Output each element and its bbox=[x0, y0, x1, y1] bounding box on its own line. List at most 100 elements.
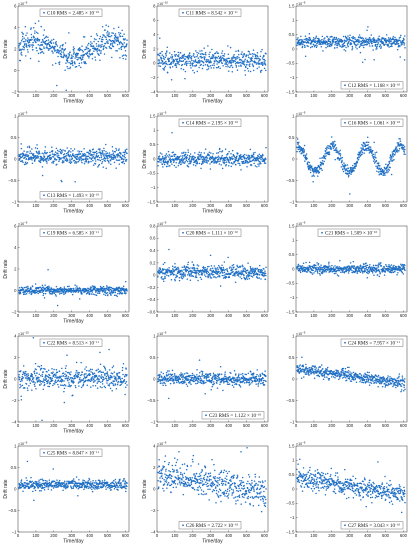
x-tick-label: 0 bbox=[295, 203, 298, 208]
data-point bbox=[28, 45, 31, 48]
data-point bbox=[346, 266, 349, 269]
data-point bbox=[391, 42, 394, 44]
data-point bbox=[229, 159, 232, 161]
data-point bbox=[110, 47, 113, 50]
data-point bbox=[329, 270, 332, 273]
data-point bbox=[388, 40, 390, 43]
data-point bbox=[48, 287, 50, 289]
data-point bbox=[46, 46, 48, 49]
data-point bbox=[325, 149, 328, 151]
data-point bbox=[95, 150, 98, 153]
data-point bbox=[178, 155, 181, 158]
data-point bbox=[297, 148, 300, 151]
data-point bbox=[197, 57, 200, 59]
data-point bbox=[92, 45, 95, 47]
data-point bbox=[297, 268, 299, 270]
x-tick-label: 600 bbox=[261, 313, 269, 318]
data-point bbox=[361, 272, 364, 274]
data-point bbox=[216, 57, 219, 59]
data-point bbox=[184, 160, 186, 163]
data-point bbox=[207, 276, 209, 279]
data-point bbox=[212, 270, 215, 272]
data-point bbox=[181, 159, 184, 161]
data-point bbox=[114, 33, 117, 35]
y-tick-label: −0.5 bbox=[286, 281, 295, 286]
data-point bbox=[109, 286, 111, 289]
y-axis-label: Drift rate bbox=[3, 259, 9, 278]
data-point bbox=[61, 180, 63, 183]
data-point bbox=[220, 59, 223, 62]
data-point bbox=[195, 50, 197, 52]
data-point bbox=[304, 160, 306, 162]
data-point bbox=[87, 290, 90, 292]
data-point bbox=[123, 153, 126, 156]
data-point bbox=[235, 163, 237, 166]
data-point bbox=[76, 158, 79, 160]
data-point bbox=[359, 271, 362, 274]
data-point bbox=[322, 268, 325, 271]
data-point bbox=[234, 273, 236, 275]
data-point bbox=[66, 285, 69, 288]
data-point bbox=[186, 269, 189, 272]
data-point bbox=[238, 158, 240, 161]
x-tick-label: 100 bbox=[171, 313, 179, 318]
data-point bbox=[51, 162, 53, 164]
data-point bbox=[73, 159, 76, 162]
data-point bbox=[365, 262, 367, 264]
data-point bbox=[24, 156, 26, 158]
data-point bbox=[191, 59, 193, 62]
data-point bbox=[332, 141, 335, 143]
y-tick-label: 0.5 bbox=[289, 32, 295, 37]
data-point bbox=[207, 271, 210, 274]
data-point bbox=[388, 162, 391, 164]
data-point bbox=[25, 154, 27, 157]
data-point bbox=[25, 153, 27, 156]
data-point bbox=[256, 67, 258, 70]
data-point bbox=[73, 162, 76, 164]
data-point bbox=[358, 46, 361, 49]
data-point bbox=[91, 52, 94, 55]
data-point bbox=[241, 51, 243, 53]
data-point bbox=[20, 51, 23, 54]
data-point bbox=[195, 273, 197, 275]
data-point bbox=[352, 260, 355, 263]
data-point bbox=[250, 53, 252, 55]
data-point bbox=[233, 162, 235, 164]
data-point bbox=[240, 156, 243, 158]
data-point bbox=[198, 151, 201, 154]
data-point bbox=[296, 38, 298, 41]
data-point bbox=[23, 37, 25, 39]
data-point bbox=[223, 274, 225, 277]
data-point bbox=[52, 52, 54, 54]
data-point bbox=[194, 267, 196, 270]
data-point bbox=[97, 154, 100, 157]
data-point bbox=[85, 154, 87, 156]
data-point bbox=[52, 156, 55, 158]
data-point bbox=[323, 160, 325, 163]
data-point bbox=[394, 270, 396, 273]
data-point bbox=[257, 268, 260, 271]
data-point bbox=[237, 266, 240, 269]
data-point bbox=[182, 160, 184, 163]
data-point bbox=[236, 264, 238, 267]
data-point bbox=[260, 71, 262, 73]
data-point bbox=[183, 265, 186, 268]
data-point bbox=[314, 270, 316, 272]
data-point bbox=[55, 295, 57, 297]
data-point bbox=[354, 167, 356, 170]
data-point bbox=[303, 38, 305, 41]
data-point bbox=[389, 45, 392, 48]
data-point bbox=[334, 140, 336, 143]
data-point bbox=[211, 48, 213, 51]
data-point bbox=[185, 63, 188, 65]
data-point bbox=[75, 290, 78, 293]
data-point bbox=[354, 36, 356, 39]
data-point bbox=[316, 171, 319, 173]
data-point bbox=[305, 39, 308, 41]
data-point bbox=[184, 273, 186, 275]
data-point bbox=[187, 272, 190, 274]
data-point bbox=[339, 153, 342, 155]
data-point bbox=[185, 267, 187, 269]
data-point bbox=[107, 40, 109, 42]
data-point bbox=[254, 165, 257, 167]
